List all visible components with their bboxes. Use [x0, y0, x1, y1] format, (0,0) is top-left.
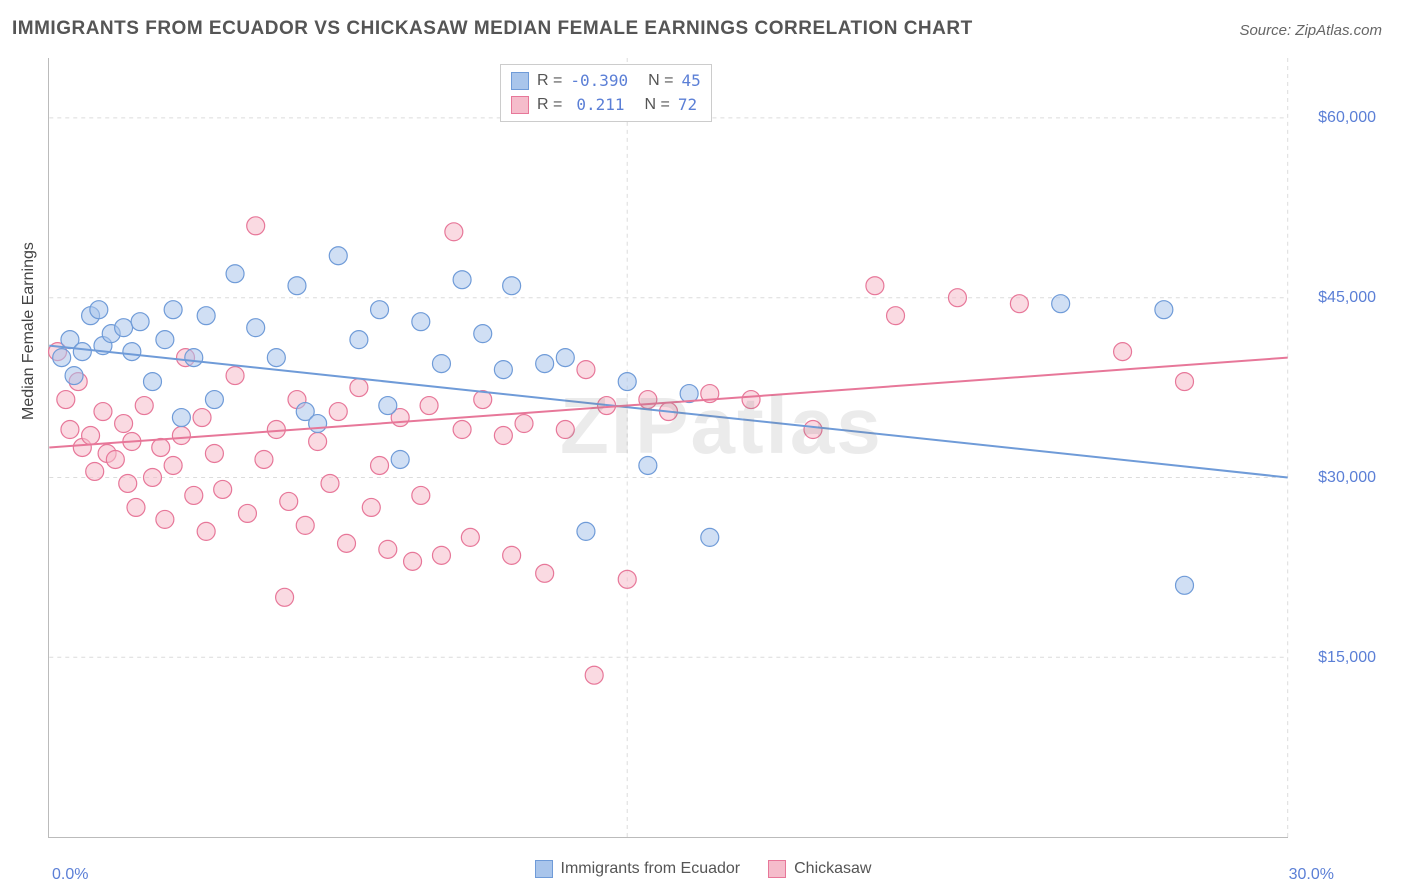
n-label: N = [648, 69, 673, 93]
swatch-series-0-bottom [535, 860, 553, 878]
legend-row-series-0: R = -0.390 N = 45 [511, 69, 701, 93]
swatch-series-0 [511, 72, 529, 90]
swatch-series-1 [511, 96, 529, 114]
legend-correlation: R = -0.390 N = 45 R = 0.211 N = 72 [500, 64, 712, 122]
y-axis-label: Median Female Earnings [20, 242, 38, 420]
chart-container: IMMIGRANTS FROM ECUADOR VS CHICKASAW MED… [0, 0, 1406, 892]
r-label: R = [537, 93, 562, 117]
legend-label-1: Chickasaw [794, 860, 871, 878]
x-tick-max: 30.0% [1289, 866, 1334, 884]
plot-area [48, 58, 1288, 838]
legend-series: Immigrants from Ecuador Chickasaw [0, 860, 1406, 878]
swatch-series-1-bottom [768, 860, 786, 878]
y-tick-label: $30,000 [1318, 469, 1376, 487]
legend-item-0: Immigrants from Ecuador [535, 860, 741, 878]
plot-svg [49, 58, 1288, 837]
n-label: N = [645, 93, 670, 117]
chart-title: IMMIGRANTS FROM ECUADOR VS CHICKASAW MED… [12, 18, 973, 40]
source-label: Source: ZipAtlas.com [1239, 22, 1382, 39]
legend-item-1: Chickasaw [768, 860, 871, 878]
n-value-1: 72 [678, 93, 697, 117]
legend-row-series-1: R = 0.211 N = 72 [511, 93, 701, 117]
r-value-0: -0.390 [570, 69, 628, 93]
r-value-1: 0.211 [576, 93, 624, 117]
y-tick-label: $45,000 [1318, 289, 1376, 307]
n-value-0: 45 [681, 69, 700, 93]
x-tick-min: 0.0% [52, 866, 88, 884]
y-tick-label: $15,000 [1318, 649, 1376, 667]
r-label: R = [537, 69, 562, 93]
y-tick-label: $60,000 [1318, 109, 1376, 127]
legend-label-0: Immigrants from Ecuador [561, 860, 741, 878]
